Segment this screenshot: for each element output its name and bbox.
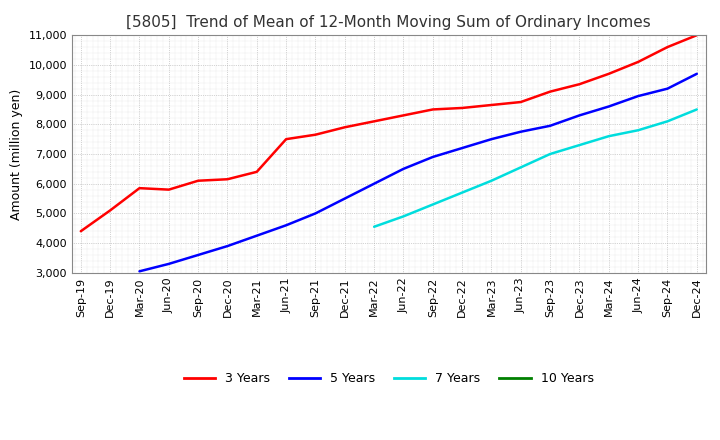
7 Years xyxy=(546,151,554,157)
Line: 3 Years: 3 Years xyxy=(81,35,697,231)
7 Years xyxy=(634,128,642,133)
3 Years xyxy=(516,99,525,105)
3 Years xyxy=(693,33,701,38)
7 Years xyxy=(575,143,584,148)
7 Years xyxy=(693,107,701,112)
5 Years xyxy=(487,136,496,142)
3 Years xyxy=(634,59,642,65)
3 Years xyxy=(164,187,173,192)
3 Years xyxy=(428,107,437,112)
5 Years xyxy=(135,269,144,274)
7 Years xyxy=(458,190,467,195)
5 Years xyxy=(428,154,437,160)
3 Years xyxy=(135,186,144,191)
5 Years xyxy=(311,211,320,216)
3 Years xyxy=(458,105,467,110)
5 Years xyxy=(458,145,467,150)
5 Years xyxy=(516,129,525,134)
Y-axis label: Amount (million yen): Amount (million yen) xyxy=(10,88,23,220)
3 Years xyxy=(399,113,408,118)
5 Years xyxy=(370,181,379,186)
5 Years xyxy=(546,123,554,128)
Line: 5 Years: 5 Years xyxy=(140,74,697,271)
3 Years xyxy=(106,208,114,213)
3 Years xyxy=(575,81,584,87)
7 Years xyxy=(516,165,525,170)
5 Years xyxy=(223,243,232,249)
3 Years xyxy=(663,44,672,50)
5 Years xyxy=(194,252,202,257)
3 Years xyxy=(223,176,232,182)
Line: 7 Years: 7 Years xyxy=(374,110,697,227)
3 Years xyxy=(341,125,349,130)
5 Years xyxy=(575,113,584,118)
5 Years xyxy=(605,104,613,109)
3 Years xyxy=(194,178,202,183)
5 Years xyxy=(399,166,408,172)
7 Years xyxy=(428,202,437,207)
Legend: 3 Years, 5 Years, 7 Years, 10 Years: 3 Years, 5 Years, 7 Years, 10 Years xyxy=(179,367,598,390)
7 Years xyxy=(487,178,496,183)
7 Years xyxy=(663,119,672,124)
3 Years xyxy=(370,119,379,124)
5 Years xyxy=(253,233,261,238)
5 Years xyxy=(341,196,349,201)
3 Years xyxy=(76,229,85,234)
5 Years xyxy=(663,86,672,92)
7 Years xyxy=(370,224,379,229)
3 Years xyxy=(253,169,261,174)
5 Years xyxy=(693,71,701,77)
5 Years xyxy=(164,261,173,267)
7 Years xyxy=(399,214,408,219)
5 Years xyxy=(634,93,642,99)
3 Years xyxy=(546,89,554,94)
3 Years xyxy=(487,103,496,108)
3 Years xyxy=(311,132,320,137)
Title: [5805]  Trend of Mean of 12-Month Moving Sum of Ordinary Incomes: [5805] Trend of Mean of 12-Month Moving … xyxy=(127,15,651,30)
3 Years xyxy=(605,71,613,77)
5 Years xyxy=(282,223,290,228)
7 Years xyxy=(605,133,613,139)
3 Years xyxy=(282,136,290,142)
